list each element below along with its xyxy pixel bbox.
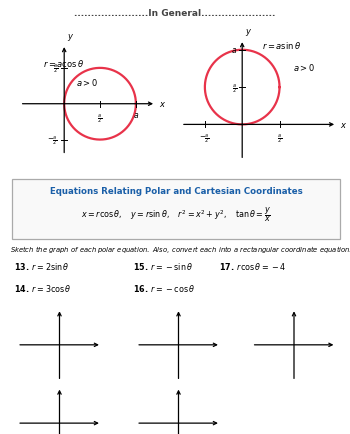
Text: $r = a\cos\theta$: $r = a\cos\theta$ <box>43 58 85 69</box>
Text: $\mathbf{16.}$$\;r = -\cos\theta$: $\mathbf{16.}$$\;r = -\cos\theta$ <box>133 283 195 293</box>
Text: $\frac{a}{2}$: $\frac{a}{2}$ <box>98 112 103 125</box>
Text: $\mathbf{17.}$$\;r\cos\theta = -4$: $\mathbf{17.}$$\;r\cos\theta = -4$ <box>219 260 286 271</box>
Text: $\mathbf{13.}$$\;r = 2\sin\theta$: $\mathbf{13.}$$\;r = 2\sin\theta$ <box>14 260 69 271</box>
Text: $\frac{a}{2}$: $\frac{a}{2}$ <box>277 132 282 145</box>
Text: $r = a\sin\theta$: $r = a\sin\theta$ <box>262 39 302 51</box>
Text: Equations Relating Polar and Cartesian Coordinates: Equations Relating Polar and Cartesian C… <box>49 186 302 195</box>
Text: $x$: $x$ <box>340 121 347 130</box>
Text: $a > 0$: $a > 0$ <box>76 77 98 88</box>
Text: $\mathbf{14.}$$\;r = 3\cos\theta$: $\mathbf{14.}$$\;r = 3\cos\theta$ <box>14 283 71 293</box>
Text: $x$: $x$ <box>159 100 166 109</box>
Text: ......................In General......................: ......................In General........… <box>74 10 276 18</box>
Text: $\frac{a}{2}$: $\frac{a}{2}$ <box>232 82 237 94</box>
Text: $\mathit{Sketch\ the\ graph\ of\ each\ polar\ equation.}$$\;$$\mathit{Also,\ con: $\mathit{Sketch\ the\ graph\ of\ each\ p… <box>10 243 350 254</box>
Text: $y$: $y$ <box>67 32 74 43</box>
Text: $a$: $a$ <box>231 46 237 55</box>
Text: $\frac{a}{2}$: $\frac{a}{2}$ <box>53 62 58 75</box>
Text: $x = r\cos\theta,$$\quad$$y = r\sin\theta,$$\quad$$r^2 = x^2 + y^2,$$\quad$$\tan: $x = r\cos\theta,$$\quad$$y = r\sin\thet… <box>81 205 271 224</box>
Text: $\mathbf{15.}$$\;r = -\sin\theta$: $\mathbf{15.}$$\;r = -\sin\theta$ <box>133 260 193 271</box>
Text: $-\frac{a}{2}$: $-\frac{a}{2}$ <box>199 132 210 145</box>
Text: $-\frac{a}{2}$: $-\frac{a}{2}$ <box>48 134 58 147</box>
Text: $a > 0$: $a > 0$ <box>293 62 315 73</box>
FancyBboxPatch shape <box>12 179 340 240</box>
Text: $y$: $y$ <box>245 27 252 38</box>
Text: $a$: $a$ <box>133 111 139 120</box>
